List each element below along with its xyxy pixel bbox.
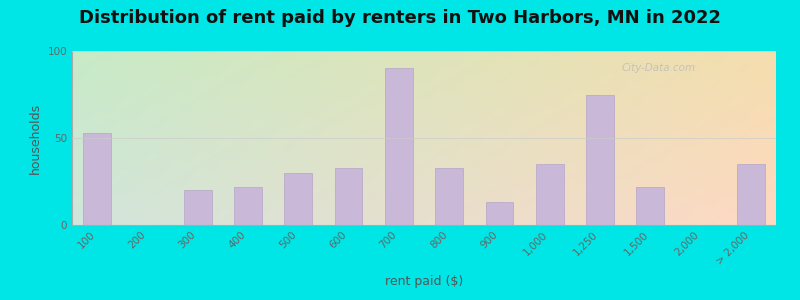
Bar	[435, 168, 463, 225]
Bar	[285, 173, 312, 225]
Bar	[486, 202, 514, 225]
Text: City-Data.com: City-Data.com	[621, 63, 695, 73]
Y-axis label: households: households	[29, 102, 42, 174]
Bar	[737, 164, 765, 225]
Bar	[385, 68, 413, 225]
Bar	[184, 190, 211, 225]
Text: Distribution of rent paid by renters in Two Harbors, MN in 2022: Distribution of rent paid by renters in …	[79, 9, 721, 27]
X-axis label: rent paid ($): rent paid ($)	[385, 274, 463, 288]
Bar	[637, 187, 664, 225]
Bar	[83, 133, 111, 225]
Bar	[334, 168, 362, 225]
Bar	[536, 164, 563, 225]
Bar	[586, 94, 614, 225]
Bar	[234, 187, 262, 225]
